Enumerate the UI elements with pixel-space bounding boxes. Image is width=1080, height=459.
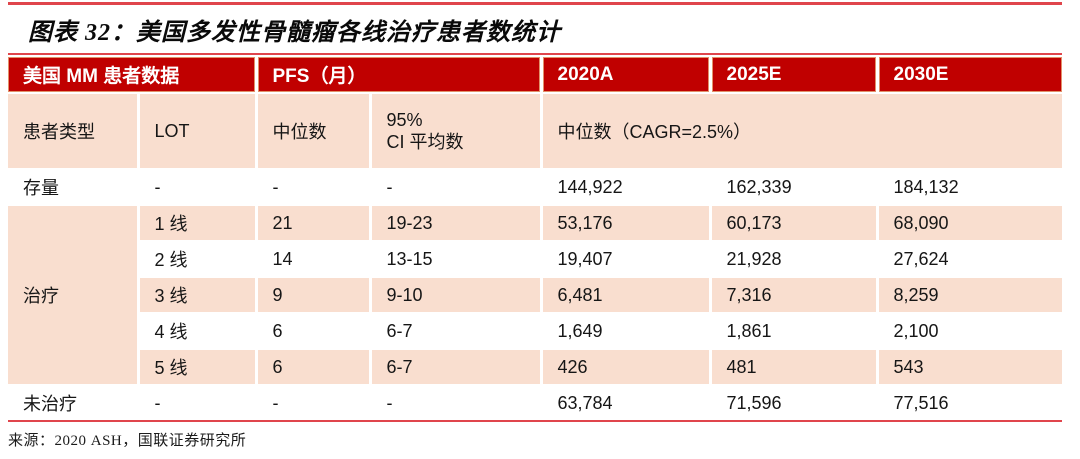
header-pfs-months: PFS（月） bbox=[256, 57, 543, 94]
table-row-line1: 治疗 1 线 21 19-23 53,176 60,173 68,090 bbox=[8, 205, 1063, 386]
table-row-line2: 2 线 14 13-15 19,407 21,928 27,624 bbox=[8, 241, 1063, 278]
table-row-untreated: 未治疗 - - - 63,784 71,596 77,516 bbox=[8, 385, 1063, 422]
top-rule bbox=[8, 2, 1062, 5]
header-2020a: 2020A bbox=[541, 57, 712, 94]
cell-line3-2030: 8,259 bbox=[877, 277, 1063, 314]
cell-stock-lot: - bbox=[138, 169, 258, 206]
cell-untreated-2030: 77,516 bbox=[877, 385, 1063, 422]
cell-line1-lot: 1 线 bbox=[138, 205, 258, 242]
cell-line2-median: 14 bbox=[256, 241, 372, 278]
cell-line5-ci: 6-7 bbox=[370, 349, 543, 386]
cell-line1-2030: 68,090 bbox=[877, 205, 1063, 242]
cell-stock-ci: - bbox=[370, 169, 543, 206]
table-bottom-rule bbox=[8, 420, 1062, 422]
table-row-line4: 4 线 6 6-7 1,649 1,861 2,100 bbox=[8, 313, 1063, 350]
cell-line4-lot: 4 线 bbox=[138, 313, 258, 350]
cell-line1-ci: 19-23 bbox=[370, 205, 543, 242]
header-us-mm-data: 美国 MM 患者数据 bbox=[8, 57, 258, 94]
cell-line3-ci: 9-10 bbox=[370, 277, 543, 314]
cell-treated-label: 治疗 bbox=[8, 205, 140, 386]
subheader-lot: LOT bbox=[138, 93, 258, 170]
figure-title: 图表 32：美国多发性骨髓瘤各线治疗患者数统计 bbox=[28, 20, 561, 46]
table-header-row-1: 美国 MM 患者数据 PFS（月） 2020A 2025E 2030E bbox=[8, 57, 1063, 94]
table-row-stock: 存量 - - - 144,922 162,339 184,132 bbox=[8, 169, 1063, 206]
cell-line1-2025: 60,173 bbox=[710, 205, 879, 242]
cell-stock-median: - bbox=[256, 169, 372, 206]
subheader-median: 中位数 bbox=[256, 93, 372, 170]
cell-untreated-label: 未治疗 bbox=[8, 385, 140, 422]
cell-line4-ci: 6-7 bbox=[370, 313, 543, 350]
cell-line3-lot: 3 线 bbox=[138, 277, 258, 314]
header-2030e: 2030E bbox=[877, 57, 1063, 94]
patients-table: 美国 MM 患者数据 PFS（月） 2020A 2025E 2030E 患者类型… bbox=[8, 57, 1063, 422]
cell-untreated-median: - bbox=[256, 385, 372, 422]
cell-line4-2020: 1,649 bbox=[541, 313, 712, 350]
source-note: 来源：2020 ASH，国联证券研究所 bbox=[8, 433, 247, 449]
table-row-line3: 3 线 9 9-10 6,481 7,316 8,259 bbox=[8, 277, 1063, 314]
cell-line3-2020: 6,481 bbox=[541, 277, 712, 314]
cell-line4-2025: 1,861 bbox=[710, 313, 879, 350]
cell-line1-2020: 53,176 bbox=[541, 205, 712, 242]
cell-line1-median: 21 bbox=[256, 205, 372, 242]
cell-line4-median: 6 bbox=[256, 313, 372, 350]
cell-line2-2025: 21,928 bbox=[710, 241, 879, 278]
title-underline-rule bbox=[8, 53, 1062, 55]
subheader-median-cagr: 中位数（CAGR=2.5%） bbox=[541, 93, 1063, 170]
cell-line3-median: 9 bbox=[256, 277, 372, 314]
table-header-row-2: 患者类型 LOT 中位数 95% CI 平均数 中位数（CAGR=2.5%） bbox=[8, 93, 1063, 170]
table-row-line5: 5 线 6 6-7 426 481 543 bbox=[8, 349, 1063, 386]
cell-line2-2030: 27,624 bbox=[877, 241, 1063, 278]
cell-stock-2030: 184,132 bbox=[877, 169, 1063, 206]
cell-line5-2020: 426 bbox=[541, 349, 712, 386]
cell-line4-2030: 2,100 bbox=[877, 313, 1063, 350]
cell-line3-2025: 7,316 bbox=[710, 277, 879, 314]
cell-untreated-2025: 71,596 bbox=[710, 385, 879, 422]
subheader-95ci-line2: CI 平均数 bbox=[386, 132, 464, 152]
cell-line5-2025: 481 bbox=[710, 349, 879, 386]
cell-line2-lot: 2 线 bbox=[138, 241, 258, 278]
cell-untreated-ci: - bbox=[370, 385, 543, 422]
cell-line5-2030: 543 bbox=[877, 349, 1063, 386]
subheader-95ci-line1: 95% bbox=[386, 109, 423, 130]
cell-stock-2025: 162,339 bbox=[710, 169, 879, 206]
cell-line5-lot: 5 线 bbox=[138, 349, 258, 386]
cell-untreated-lot: - bbox=[138, 385, 258, 422]
subheader-95ci-mean: 95% CI 平均数 bbox=[370, 93, 543, 170]
cell-stock-label: 存量 bbox=[8, 169, 140, 206]
cell-untreated-2020: 63,784 bbox=[541, 385, 712, 422]
header-2025e: 2025E bbox=[710, 57, 879, 94]
cell-line2-ci: 13-15 bbox=[370, 241, 543, 278]
cell-stock-2020: 144,922 bbox=[541, 169, 712, 206]
cell-line5-median: 6 bbox=[256, 349, 372, 386]
subheader-patient-type: 患者类型 bbox=[8, 93, 140, 170]
cell-line2-2020: 19,407 bbox=[541, 241, 712, 278]
